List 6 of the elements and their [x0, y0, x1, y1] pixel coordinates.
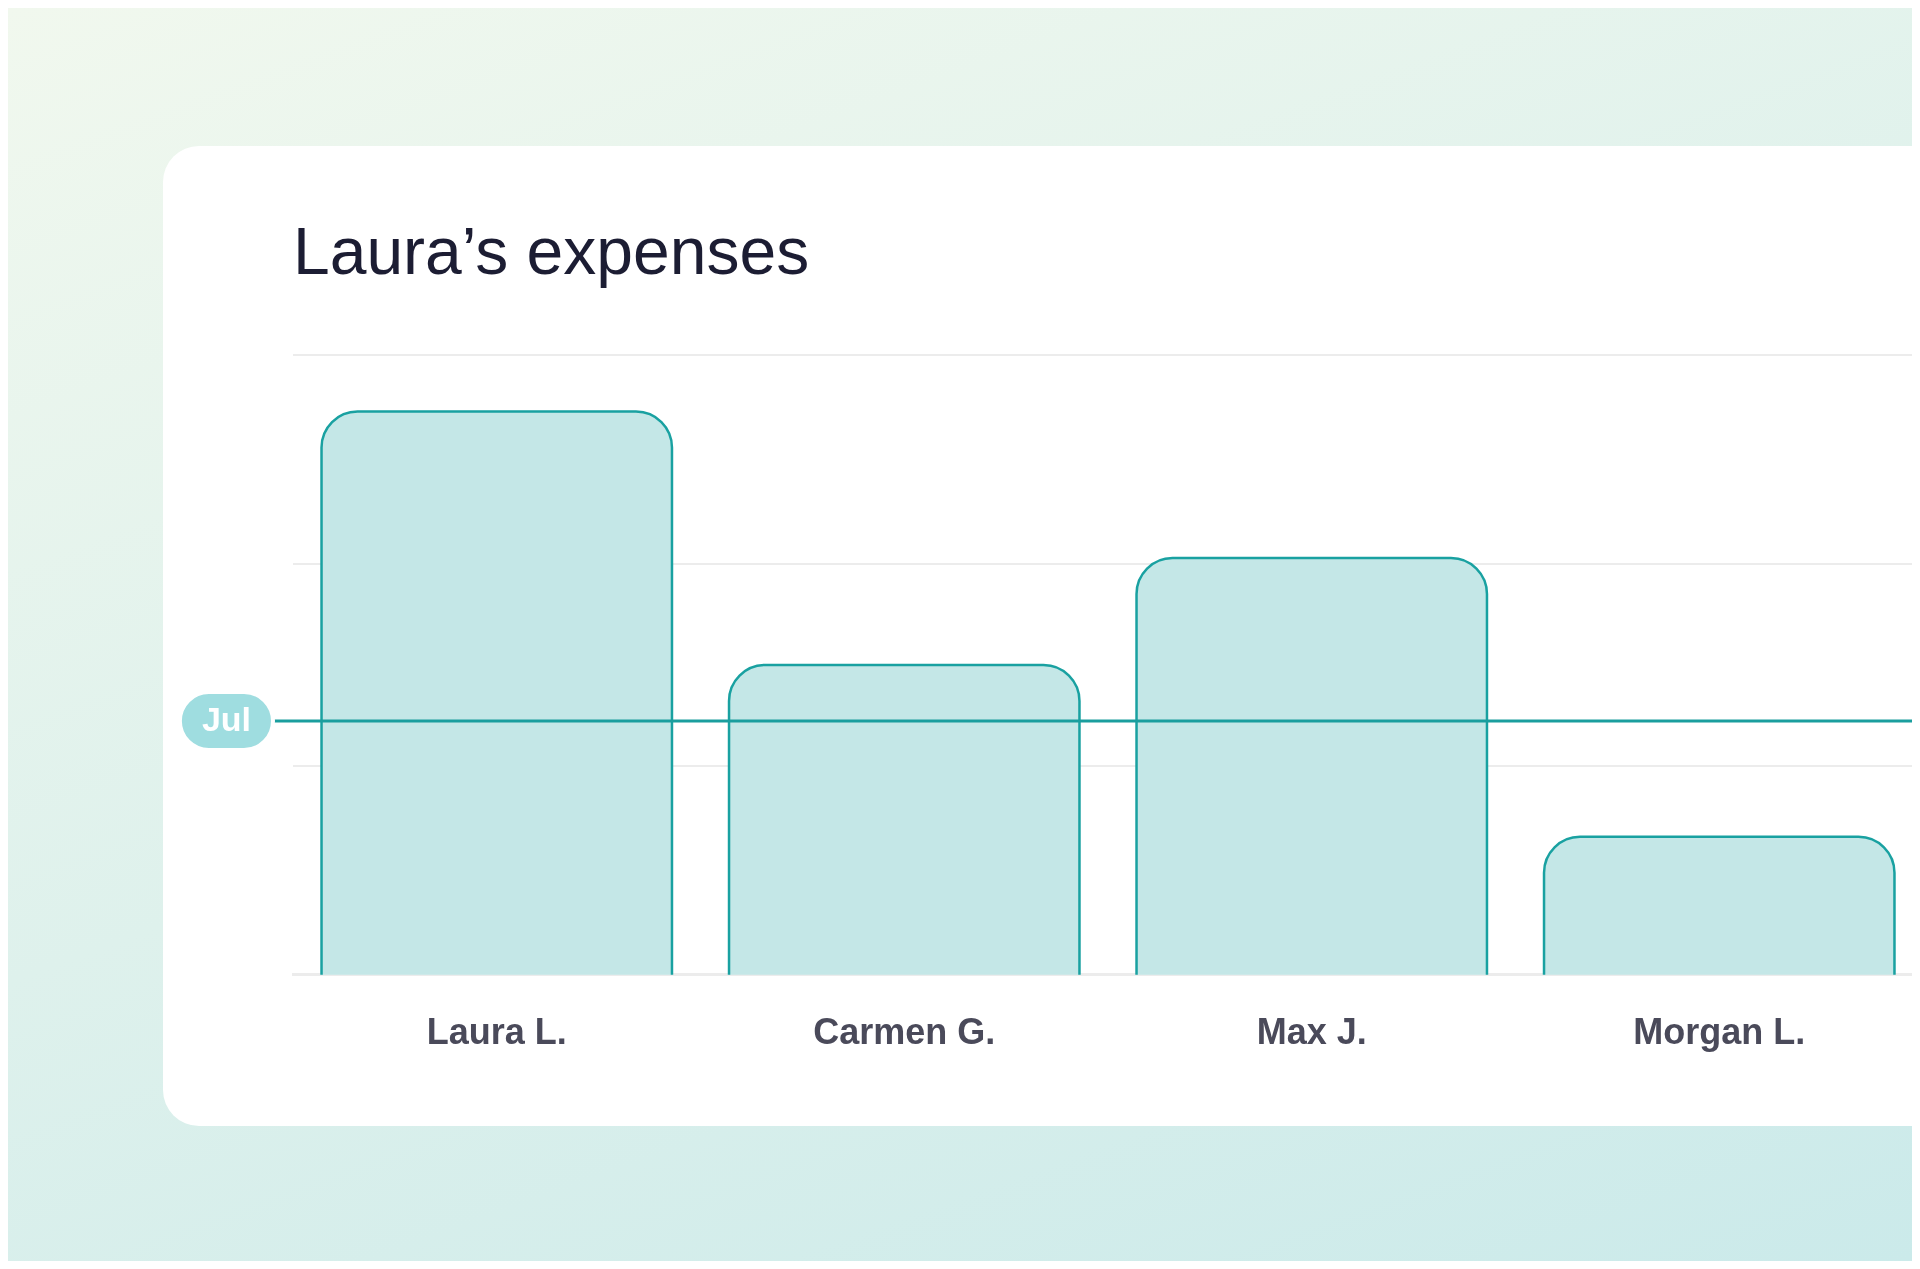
x-tick-label: Max J.	[1256, 1011, 1367, 1053]
x-tick-label: Carmen G.	[813, 1011, 996, 1053]
ref-line-label: Jul	[201, 700, 251, 739]
x-tick-label: Morgan L.	[1633, 1011, 1806, 1053]
chart-title: Laura’s expenses	[293, 213, 810, 288]
x-tick-label: Laura L.	[426, 1011, 567, 1053]
